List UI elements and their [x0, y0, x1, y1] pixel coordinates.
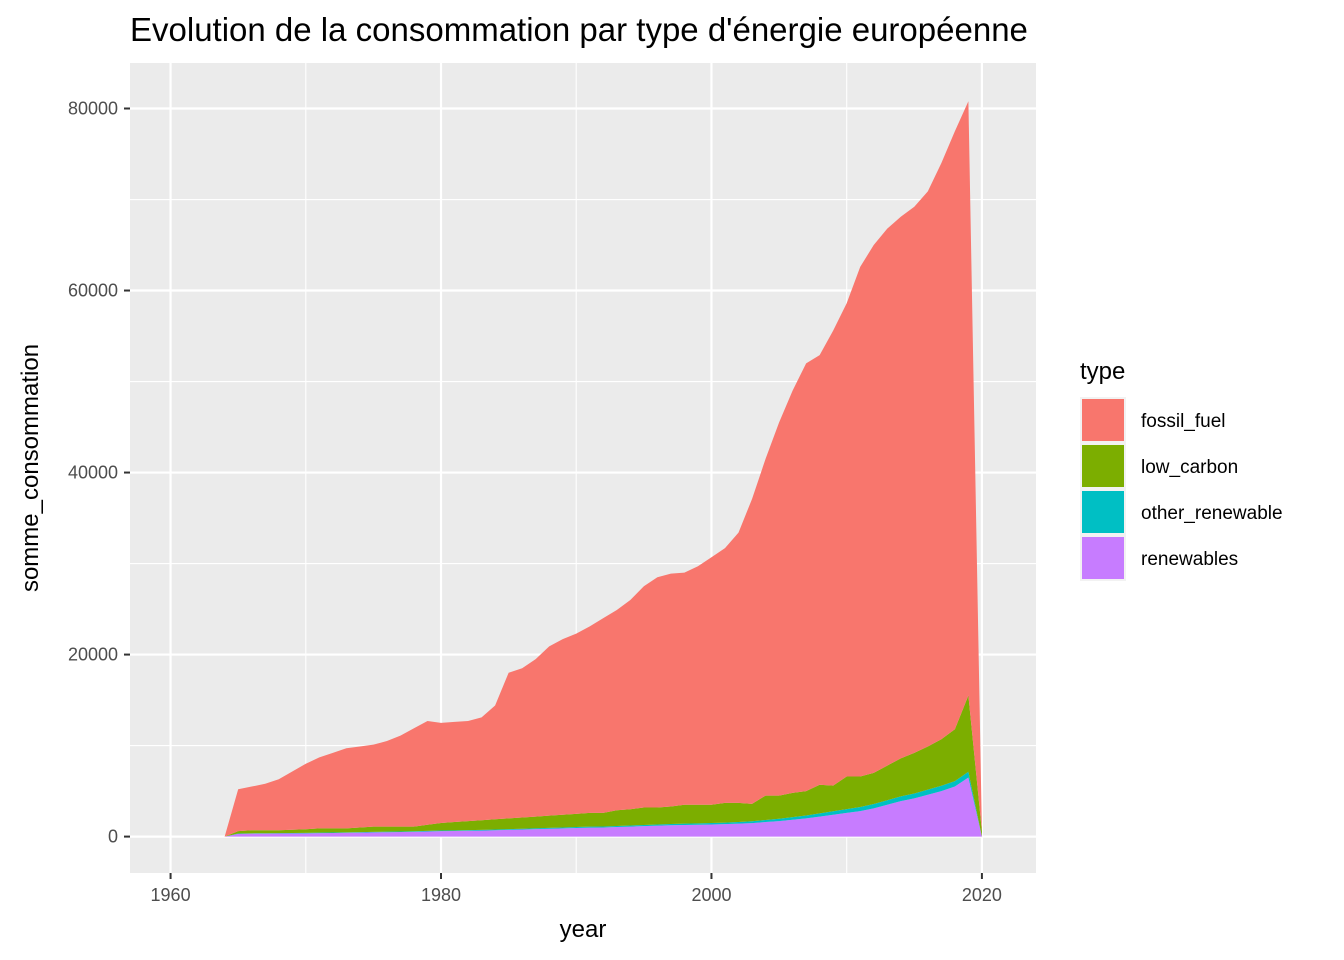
- chart-title: Evolution de la consommation par type d'…: [130, 11, 1028, 48]
- x-tick-label: 2020: [962, 885, 1002, 905]
- legend-label-low-carbon: low_carbon: [1141, 457, 1238, 478]
- legend-label-renewables: renewables: [1141, 549, 1238, 570]
- legend: type fossil_fuel low_carbon other_renewabl…: [1080, 358, 1283, 581]
- y-axis-title: somme_consommation: [17, 344, 44, 592]
- x-tick-label: 1960: [151, 885, 191, 905]
- x-axis-title: year: [560, 916, 607, 943]
- stacked-areas: [224, 101, 982, 837]
- area-fossil-fuel: [224, 101, 982, 837]
- legend-swatch-low-carbon: [1082, 445, 1124, 487]
- x-tick-label: 1980: [421, 885, 461, 905]
- legend-swatch-other-renewable: [1082, 491, 1124, 533]
- y-tick-label: 80000: [68, 99, 118, 119]
- y-tick-label: 20000: [68, 645, 118, 665]
- legend-title: type: [1080, 358, 1125, 385]
- area-low-carbon: [224, 695, 982, 837]
- legend-swatch-fossil-fuel: [1082, 399, 1124, 441]
- y-axis: 0 20000 40000 60000 80000: [68, 99, 130, 847]
- y-tick-label: 40000: [68, 463, 118, 483]
- x-tick-label: 2000: [691, 885, 731, 905]
- legend-label-fossil-fuel: fossil_fuel: [1141, 411, 1226, 432]
- y-tick-label: 0: [108, 827, 118, 847]
- x-axis: 1960 1980 2000 2020: [151, 873, 1002, 905]
- legend-swatch-renewables: [1082, 537, 1124, 579]
- legend-label-other-renewable: other_renewable: [1141, 503, 1283, 524]
- y-tick-label: 60000: [68, 281, 118, 301]
- area-renewables: [224, 777, 982, 837]
